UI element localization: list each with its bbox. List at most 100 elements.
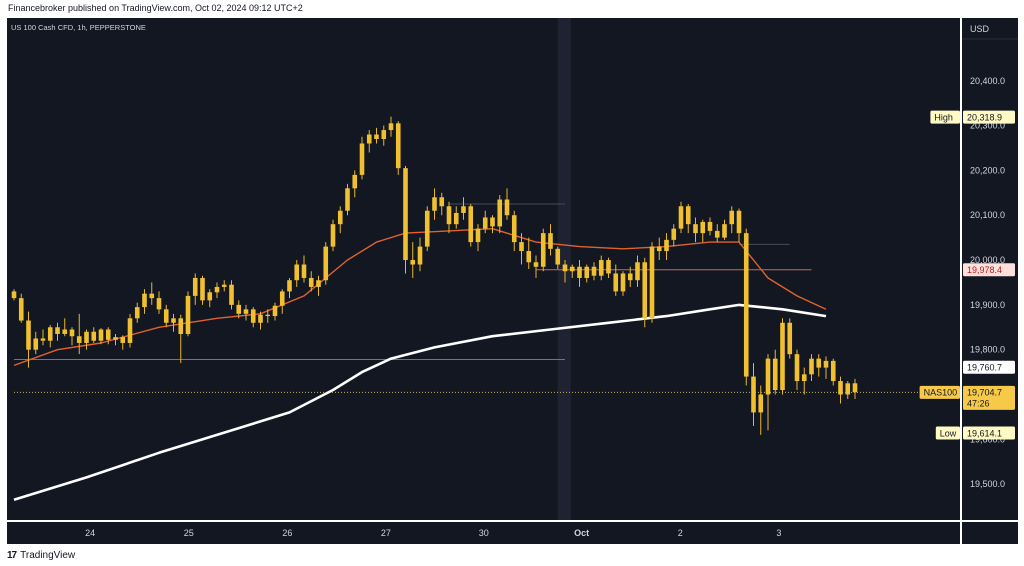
- candle[interactable]: [569, 266, 575, 272]
- candle[interactable]: [591, 266, 597, 276]
- candle[interactable]: [664, 239, 669, 252]
- candle[interactable]: [722, 224, 727, 238]
- candle[interactable]: [736, 210, 742, 234]
- candle[interactable]: [685, 206, 691, 225]
- candle[interactable]: [743, 233, 749, 377]
- candle[interactable]: [562, 264, 568, 272]
- candle[interactable]: [171, 318, 176, 323]
- candle[interactable]: [352, 174, 358, 189]
- candle[interactable]: [613, 273, 619, 292]
- candle[interactable]: [221, 284, 227, 287]
- candle[interactable]: [620, 273, 626, 292]
- candle[interactable]: [105, 329, 111, 340]
- candle[interactable]: [461, 206, 466, 213]
- candle[interactable]: [526, 251, 532, 263]
- candle[interactable]: [323, 246, 329, 281]
- candle[interactable]: [316, 280, 321, 287]
- candle[interactable]: [816, 358, 822, 368]
- candle[interactable]: [490, 217, 495, 227]
- candle[interactable]: [468, 206, 474, 243]
- candle[interactable]: [279, 291, 285, 306]
- candle[interactable]: [584, 266, 590, 278]
- candle[interactable]: [258, 314, 263, 323]
- candle[interactable]: [482, 217, 488, 229]
- candle[interactable]: [69, 329, 75, 337]
- candle[interactable]: [98, 329, 104, 341]
- candle[interactable]: [497, 199, 503, 227]
- candle[interactable]: [519, 242, 524, 252]
- candle[interactable]: [47, 327, 53, 341]
- candle[interactable]: [801, 374, 807, 382]
- candle[interactable]: [381, 130, 387, 140]
- candle[interactable]: [533, 262, 539, 267]
- candle[interactable]: [18, 298, 24, 321]
- candle[interactable]: [714, 230, 720, 238]
- candle[interactable]: [540, 233, 546, 267]
- candle[interactable]: [751, 376, 756, 413]
- candle[interactable]: [765, 358, 771, 395]
- candle[interactable]: [830, 360, 836, 382]
- candle[interactable]: [671, 228, 677, 240]
- time-axis[interactable]: [7, 522, 960, 544]
- candle[interactable]: [649, 246, 655, 319]
- candle[interactable]: [192, 277, 198, 296]
- candle[interactable]: [598, 260, 604, 276]
- candle[interactable]: [374, 134, 379, 140]
- candle[interactable]: [156, 298, 162, 310]
- candle[interactable]: [229, 284, 234, 305]
- candle[interactable]: [207, 292, 213, 301]
- candle[interactable]: [410, 260, 416, 265]
- candle[interactable]: [134, 307, 140, 319]
- candle[interactable]: [142, 293, 147, 308]
- candle[interactable]: [453, 212, 459, 225]
- tradingview-logo[interactable]: 17 TradingView: [7, 550, 75, 561]
- candle[interactable]: [91, 331, 97, 341]
- candle[interactable]: [700, 221, 706, 234]
- candle[interactable]: [656, 246, 662, 252]
- candle[interactable]: [838, 381, 843, 395]
- candle[interactable]: [163, 309, 169, 323]
- candle[interactable]: [627, 273, 633, 281]
- candle[interactable]: [200, 277, 205, 301]
- candle[interactable]: [823, 360, 829, 368]
- candle[interactable]: [446, 206, 452, 225]
- candle[interactable]: [548, 233, 553, 249]
- candle[interactable]: [127, 318, 133, 343]
- candle[interactable]: [635, 262, 640, 281]
- candle[interactable]: [76, 336, 82, 343]
- candle[interactable]: [301, 264, 307, 278]
- candle[interactable]: [729, 210, 735, 225]
- candle[interactable]: [809, 358, 814, 375]
- candle[interactable]: [678, 206, 684, 229]
- candle[interactable]: [337, 210, 343, 225]
- candle[interactable]: [272, 305, 278, 317]
- candle[interactable]: [359, 143, 365, 175]
- candle[interactable]: [55, 327, 60, 334]
- candle[interactable]: [287, 280, 292, 292]
- candle[interactable]: [504, 199, 510, 216]
- candle[interactable]: [120, 337, 126, 343]
- candle[interactable]: [780, 322, 785, 391]
- candle[interactable]: [395, 123, 401, 169]
- candle[interactable]: [178, 318, 184, 334]
- candle[interactable]: [693, 224, 698, 234]
- candle[interactable]: [424, 210, 430, 247]
- candle[interactable]: [787, 322, 793, 355]
- candle[interactable]: [149, 293, 155, 299]
- candle[interactable]: [11, 291, 17, 299]
- candle[interactable]: [113, 337, 118, 340]
- candle[interactable]: [439, 197, 445, 207]
- candle[interactable]: [417, 246, 423, 265]
- candle[interactable]: [330, 224, 336, 247]
- candle[interactable]: [403, 168, 408, 261]
- candle[interactable]: [772, 358, 778, 391]
- candle[interactable]: [555, 248, 561, 265]
- candle[interactable]: [852, 383, 858, 393]
- candle[interactable]: [62, 329, 68, 334]
- candle[interactable]: [345, 188, 350, 211]
- candle[interactable]: [26, 320, 31, 350]
- candle[interactable]: [40, 338, 46, 341]
- candle[interactable]: [33, 338, 39, 350]
- candle[interactable]: [606, 260, 611, 274]
- candle[interactable]: [243, 309, 249, 314]
